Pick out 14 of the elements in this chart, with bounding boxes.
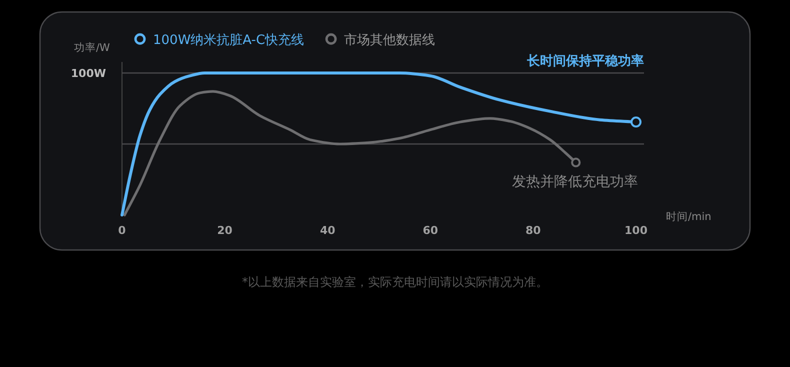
x-tick-label: 80 [526, 224, 542, 237]
annotation: 发热并降低充电功率 [512, 174, 638, 190]
x-tick-label: 40 [320, 224, 336, 237]
legend-label: 市场其他数据线 [344, 33, 436, 48]
x-tick-label: 20 [217, 224, 233, 237]
text: 长时间保持平稳功率 [526, 53, 644, 69]
x-tick-label: 0 [118, 224, 126, 237]
text: *以上数据来自实验室，实际充电时间请以实际情况为准。 [242, 275, 548, 289]
x-tick-label: 100 [624, 224, 648, 237]
x-tick-label: 60 [422, 224, 438, 237]
ref-line-label: 100W [70, 67, 106, 80]
legend-label: 100W纳米抗脏A-C快充线 [153, 33, 304, 48]
x-axis-title: 时间/min [666, 210, 712, 223]
y-axis-title: 功率/W [74, 41, 111, 54]
